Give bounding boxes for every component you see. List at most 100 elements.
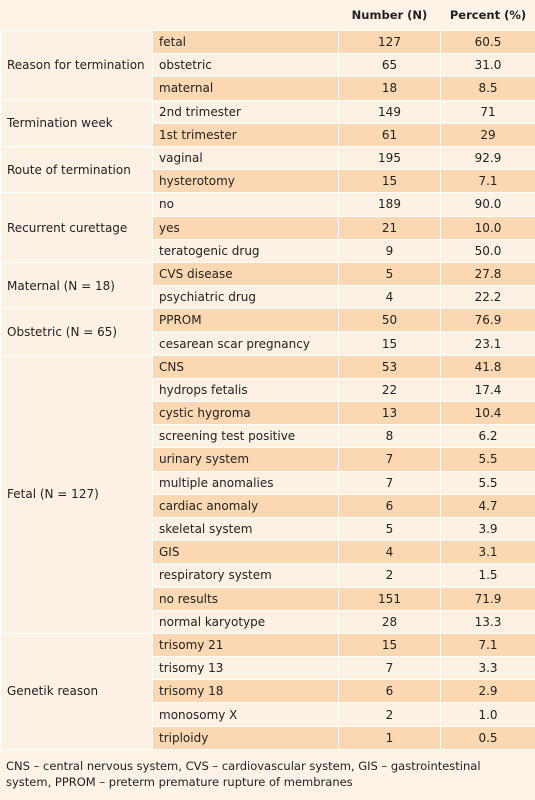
number-cell: 6	[338, 493, 441, 518]
column-header: Number (N)	[351, 8, 428, 22]
row-label: triploidy	[152, 725, 339, 750]
group-label: Maternal (N = 18)	[0, 261, 153, 310]
percent-cell: 13.3	[440, 609, 535, 634]
percent-cell: 3.9	[440, 516, 535, 542]
number-cell: 15	[338, 632, 441, 658]
row-label: yes	[152, 215, 339, 240]
table-row: obstetric 65 31.0	[1, 53, 535, 78]
table-row: Reason for termination fetal 127 60.5	[0, 29, 535, 101]
row-label: no results	[152, 586, 339, 611]
row-label: cesarean scar pregnancy	[152, 331, 339, 356]
percent-cell: 1.5	[440, 563, 535, 588]
table-row: hysterotomy 15 7.1	[1, 169, 535, 194]
percent-cell: 90.0	[440, 192, 535, 217]
group-label: Reason for termination	[0, 30, 153, 101]
percent-cell: 22.2	[440, 285, 535, 310]
number-cell: 22	[338, 377, 441, 403]
number-cell: 21	[338, 215, 441, 240]
row-label: respiratory system	[152, 563, 339, 588]
row-label: GIS	[152, 540, 339, 565]
row-label: urinary system	[152, 447, 339, 472]
row-label: obstetric	[152, 53, 339, 78]
percent-cell: 71.9	[440, 586, 535, 611]
row-label: 2nd trimester	[152, 99, 339, 124]
percent-cell: 0.5	[440, 725, 535, 750]
table-row: screening test positive 8 6.2	[1, 424, 535, 449]
column-header: Percent (%)	[449, 8, 527, 22]
number-cell: 28	[338, 609, 441, 634]
table-row: Maternal (N = 18) CVS disease 5 27.8	[0, 261, 535, 310]
number-cell: 8	[338, 424, 441, 449]
percent-cell: 6.2	[440, 424, 535, 449]
table-row: psychiatric drug 4 22.2	[1, 285, 535, 310]
row-label: CNS	[152, 354, 339, 379]
number-cell: 5	[338, 261, 441, 287]
percent-cell: 5.5	[440, 447, 535, 472]
row-label: hydrops fetalis	[152, 377, 339, 403]
number-cell: 195	[338, 145, 441, 171]
table-row: Genetik reason trisomy 21 15 7.1	[0, 632, 535, 750]
row-label: PPROM	[152, 308, 339, 333]
row-label: trisomy 21	[152, 632, 339, 658]
table-row: cystic hygroma 13 10.4	[1, 400, 535, 426]
table-row: yes 21 10.0	[1, 215, 535, 240]
group-label: Obstetric (N = 65)	[0, 308, 153, 356]
percent-cell: 23.1	[440, 331, 535, 356]
table-row: 1st trimester 61 29	[1, 122, 535, 147]
row-label: normal karyotype	[152, 609, 339, 634]
table-row: triploidy 1 0.5	[1, 725, 535, 750]
percent-cell: 2.9	[440, 679, 535, 704]
percent-cell: 3.3	[440, 656, 535, 681]
percent-cell: 5.5	[440, 470, 535, 495]
percent-cell: 71	[440, 99, 535, 124]
number-cell: 6	[338, 679, 441, 704]
percent-cell: 10.0	[440, 215, 535, 240]
number-cell: 7	[338, 656, 441, 681]
table-row: no results 151 71.9	[1, 586, 535, 611]
percent-cell: 76.9	[440, 308, 535, 333]
number-cell: 15	[338, 331, 441, 356]
table-row: Route of termination vaginal 195 92.9	[0, 145, 535, 194]
table-row: cardiac anomaly 6 4.7	[1, 493, 535, 518]
row-label: psychiatric drug	[152, 285, 339, 310]
row-label: screening test positive	[152, 424, 339, 449]
table-row: hydrops fetalis 22 17.4	[1, 377, 535, 403]
row-label: teratogenic drug	[152, 238, 339, 263]
percent-cell: 10.4	[440, 400, 535, 426]
table-row: respiratory system 2 1.5	[1, 563, 535, 588]
row-label: trisomy 18	[152, 679, 339, 704]
number-cell: 2	[338, 563, 441, 588]
percent-cell: 31.0	[440, 53, 535, 78]
number-cell: 4	[338, 285, 441, 310]
number-cell: 9	[338, 238, 441, 263]
footnote: CNS – central nervous system, CVS – card…	[6, 758, 481, 789]
number-cell: 151	[338, 586, 441, 611]
row-label: hysterotomy	[152, 169, 339, 194]
table-row: Recurrent curettage no 189 90.0	[0, 192, 535, 263]
number-cell: 7	[338, 470, 441, 495]
row-label: trisomy 13	[152, 656, 339, 681]
percent-cell: 1.0	[440, 702, 535, 727]
number-cell: 50	[338, 308, 441, 333]
table-row: Obstetric (N = 65) PPROM 50 76.9	[0, 308, 535, 356]
group-label: Termination week	[0, 99, 153, 147]
percent-cell: 3.1	[440, 540, 535, 565]
number-cell: 61	[338, 122, 441, 147]
row-label: skeletal system	[152, 516, 339, 542]
row-label: cardiac anomaly	[152, 493, 339, 518]
number-cell: 15	[338, 169, 441, 194]
row-label: 1st trimester	[152, 122, 339, 147]
number-cell: 1	[338, 725, 441, 750]
percent-cell: 29	[440, 122, 535, 147]
percent-cell: 17.4	[440, 377, 535, 403]
number-cell: 7	[338, 447, 441, 472]
group-label: Genetik reason	[0, 632, 153, 750]
header-row: Number (N) Percent (%)	[1, 0, 535, 31]
table-row: cesarean scar pregnancy 15 23.1	[1, 331, 535, 356]
percent-cell: 60.5	[440, 29, 535, 55]
table-row: trisomy 18 6 2.9	[1, 679, 535, 704]
row-label: CVS disease	[152, 261, 339, 287]
number-cell: 5	[338, 516, 441, 542]
percent-cell: 41.8	[440, 354, 535, 379]
